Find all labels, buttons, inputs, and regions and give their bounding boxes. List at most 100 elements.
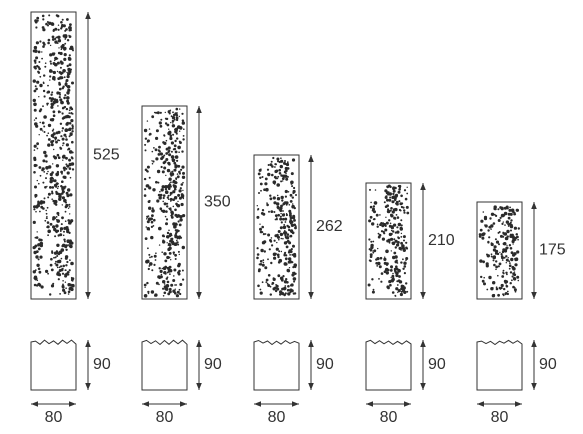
speckle: [39, 127, 43, 131]
speckle: [387, 268, 390, 272]
speckle: [42, 159, 46, 163]
speckle: [159, 275, 163, 279]
speckle: [285, 236, 290, 240]
speckle: [37, 267, 41, 271]
speckle: [154, 148, 158, 152]
speckle: [167, 194, 170, 197]
speckle: [388, 198, 392, 202]
speckle: [66, 194, 70, 198]
speckle: [281, 288, 283, 291]
speckle: [165, 152, 169, 155]
speckle: [61, 172, 63, 175]
speckle: [274, 252, 277, 255]
speckle: [394, 255, 398, 259]
speckle: [272, 287, 276, 291]
speckle: [281, 199, 284, 202]
speckle: [392, 192, 395, 196]
speckle: [53, 251, 58, 255]
speckle: [402, 258, 404, 261]
speckle: [64, 274, 68, 278]
speckle: [57, 172, 59, 175]
speckle: [398, 280, 402, 284]
speckle: [42, 41, 45, 45]
speckle: [287, 191, 290, 193]
speckle: [52, 29, 55, 32]
speckle: [392, 276, 395, 279]
speckle: [284, 163, 287, 166]
speckle: [144, 237, 148, 241]
speckle: [158, 196, 162, 200]
speckle: [160, 118, 163, 121]
speckle: [390, 266, 393, 269]
speckle: [33, 171, 36, 174]
speckle: [158, 244, 161, 246]
speckle: [510, 257, 514, 262]
speckle: [65, 167, 68, 170]
speckle: [68, 26, 72, 30]
speckle: [166, 271, 169, 274]
speckle: [262, 261, 265, 264]
speckle: [403, 261, 407, 265]
speckle: [294, 265, 297, 269]
speckle: [182, 278, 185, 281]
speckle: [64, 94, 67, 97]
speckle: [168, 130, 172, 134]
speckle: [33, 59, 37, 63]
speckle: [64, 256, 68, 260]
speckle: [172, 111, 174, 114]
speckle: [398, 184, 402, 188]
speckle: [38, 205, 40, 207]
speckle: [172, 184, 175, 187]
speckle: [380, 272, 384, 275]
speckle: [170, 121, 172, 124]
speckle: [181, 245, 185, 250]
speckle: [54, 136, 58, 140]
speckle: [45, 177, 47, 180]
speckle: [33, 89, 37, 93]
speckle: [289, 250, 293, 254]
speckle: [493, 205, 496, 208]
speckle: [174, 288, 176, 290]
speckle: [42, 105, 44, 108]
speckle: [68, 109, 71, 112]
speckle: [516, 275, 520, 279]
speckle: [56, 255, 59, 257]
speckle: [277, 160, 280, 163]
speckle: [49, 79, 51, 81]
speckle: [150, 217, 153, 221]
speckle: [62, 234, 65, 237]
speckle: [148, 206, 152, 210]
speckle: [380, 280, 383, 283]
speckle: [39, 40, 42, 43]
speckle: [165, 139, 168, 142]
speckle: [51, 35, 55, 39]
speckle: [164, 215, 167, 218]
speckle: [402, 235, 406, 239]
speckle: [170, 141, 174, 145]
speckle: [71, 81, 74, 85]
speckle: [52, 155, 56, 158]
speckle: [169, 197, 173, 201]
speckle: [68, 245, 71, 248]
speckle: [53, 98, 57, 101]
speckle: [392, 195, 395, 198]
speckle: [275, 284, 279, 288]
speckle: [67, 88, 71, 92]
speckle: [163, 291, 167, 295]
speckle: [64, 210, 67, 213]
speckle: [46, 102, 49, 106]
speckle: [175, 107, 179, 111]
speckle: [508, 208, 512, 212]
speckle: [292, 271, 295, 274]
speckle: [143, 283, 147, 287]
speckle: [34, 19, 38, 23]
speckle: [157, 193, 161, 197]
speckle: [376, 257, 380, 261]
speckle: [47, 132, 50, 134]
speckle: [291, 203, 294, 205]
speckle: [68, 135, 71, 138]
speckle: [55, 140, 58, 144]
speckle: [46, 215, 48, 218]
speckle: [39, 255, 43, 259]
speckle: [67, 148, 69, 151]
